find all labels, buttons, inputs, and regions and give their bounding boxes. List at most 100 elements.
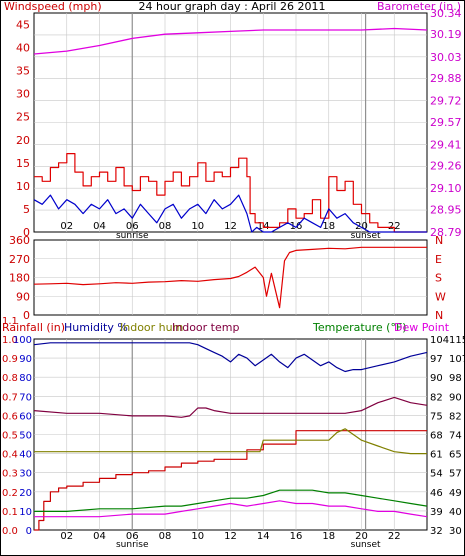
temperature-tick-label: 75 bbox=[430, 411, 443, 422]
windspeed-tick-label: 10 bbox=[16, 180, 30, 193]
hour-tick-label: 22 bbox=[388, 221, 401, 232]
dew_point-series-line bbox=[34, 500, 428, 518]
hour-tick-label: 20 bbox=[355, 531, 368, 542]
temperature-axis-title: Temperature (°F) bbox=[312, 321, 407, 334]
compass-point-label: E bbox=[435, 253, 442, 266]
degree-ticks: 0 90 180 270 360 bbox=[9, 234, 30, 322]
temperature-tick-label: 61 bbox=[430, 450, 443, 461]
sunset-label: sunset bbox=[351, 231, 381, 241]
temperature-tick-label: 65 bbox=[449, 450, 462, 461]
barometer-tick-label: 30.03 bbox=[430, 51, 462, 64]
series-lines bbox=[33, 246, 427, 309]
humidity-tick-label: 80 bbox=[19, 373, 32, 384]
hour-tick-label: 14 bbox=[257, 531, 270, 542]
temperature-tick-label: 54 bbox=[430, 469, 443, 480]
barometer-tick-label: 28.79 bbox=[430, 226, 462, 239]
hour-tick-label: 10 bbox=[191, 221, 204, 232]
sunrise-label: sunrise bbox=[116, 231, 149, 241]
temperature-series-line bbox=[34, 489, 428, 512]
wind-barometer-panel: Windspeed (mph) 24 hour graph day : Apri… bbox=[4, 0, 462, 241]
humidity-tick-label: 100 bbox=[13, 335, 32, 346]
temperature-tick-label: 49 bbox=[449, 488, 462, 499]
humidity-axis-title: Humidity % bbox=[64, 321, 128, 334]
temperature-humidity-rain-panel: Rainfall (in) Humidity % Indoor hum Indo… bbox=[2, 316, 465, 550]
gridlines bbox=[34, 339, 427, 530]
series-lines bbox=[33, 342, 428, 531]
temperature-tick-label: 46 bbox=[430, 488, 443, 499]
humidity-tick-label: 30 bbox=[19, 469, 32, 480]
series-lines bbox=[33, 27, 428, 233]
rainfall-tick-label: 0.2 bbox=[2, 488, 18, 499]
barometer-tick-label: 29.10 bbox=[430, 182, 462, 195]
temperature-tick-label: 82 bbox=[430, 392, 443, 403]
gust-series-line bbox=[34, 153, 427, 233]
dew-point-axis-title: Dew Point bbox=[394, 321, 450, 334]
hour-tick-label: 18 bbox=[322, 531, 335, 542]
rainfall-tick-label: 0.9 bbox=[2, 354, 18, 365]
hour-tick-label: 12 bbox=[224, 531, 237, 542]
baro-series-line bbox=[33, 27, 428, 55]
temperature-tick-label: 68 bbox=[430, 431, 443, 442]
barometer-tick-label: 29.88 bbox=[430, 72, 462, 85]
rainfall-tick-label: 0.6 bbox=[2, 411, 18, 422]
windspeed-tick-label: 35 bbox=[16, 65, 30, 78]
hour-tick-label: 08 bbox=[159, 221, 172, 232]
humidity-tick-label: 0 bbox=[26, 526, 32, 537]
humidity-tick-label: 90 bbox=[19, 354, 32, 365]
barometer-tick-label: 29.57 bbox=[430, 116, 462, 129]
windspeed-tick-label: 40 bbox=[16, 42, 30, 55]
barometer-ticks: 28.79 28.95 29.10 29.26 29.41 29.57 29.72 29.88… bbox=[430, 7, 462, 239]
rain-humidity-ticks: 0.0 0.1 0.2 0.3 0.4 0.5 0.6 0.7 0.8 0.9 1.0 1.1 0 10 2… bbox=[2, 316, 32, 537]
barometer-axis-title: Barometer (in.) bbox=[377, 0, 461, 13]
temperature-tick-label: 39 bbox=[430, 507, 443, 518]
temperature-ticks: 32 39 46 54 61 68 75 82 90 97 104 30 40 49 57 65 74 82 90 9… bbox=[430, 335, 465, 537]
rainfall-tick-label: 0.1 bbox=[2, 507, 18, 518]
sunset-label: sunset bbox=[351, 540, 381, 550]
windspeed-tick-label: 45 bbox=[16, 19, 30, 32]
indoor_temp-series-line bbox=[33, 396, 428, 418]
humidity-series-line bbox=[33, 342, 428, 373]
indoor_hum-series-line bbox=[34, 428, 427, 455]
temperature-tick-label: 104 bbox=[430, 335, 449, 346]
indoor-temp-axis-title: Indoor temp bbox=[172, 321, 239, 334]
hour-tick-label: 20 bbox=[355, 221, 368, 232]
barometer-tick-label: 30.34 bbox=[430, 7, 462, 20]
rainfall-tick-label: 0.5 bbox=[2, 431, 18, 442]
temperature-tick-label: 32 bbox=[430, 526, 443, 537]
hour-tick-label: 04 bbox=[93, 531, 106, 542]
humidity-tick-label: 70 bbox=[19, 392, 32, 403]
direction-degree-label: 360 bbox=[9, 234, 30, 247]
temperature-tick-label: 90 bbox=[449, 392, 462, 403]
hour-tick-label: 12 bbox=[224, 221, 237, 232]
rainfall-tick-label: 0.3 bbox=[2, 469, 18, 480]
hour-tick-label: 02 bbox=[60, 221, 73, 232]
temperature-tick-label: 82 bbox=[449, 411, 462, 422]
hour-tick-label: 18 bbox=[322, 221, 335, 232]
windspeed-axis-title: Windspeed (mph) bbox=[4, 0, 102, 13]
windspeed-tick-label: 20 bbox=[16, 134, 30, 147]
gridlines bbox=[34, 13, 427, 232]
temperature-tick-label: 97 bbox=[430, 354, 443, 365]
hour-ticks: 02 04 06 08 10 12 14 16 18 20 22 sunrise sunset bbox=[60, 531, 400, 550]
rainfall-tick-label: 1.0 bbox=[2, 335, 18, 346]
temperature-tick-label: 90 bbox=[430, 373, 443, 384]
rainfall-tick-label: 0.4 bbox=[2, 450, 18, 461]
windspeed-tick-label: 25 bbox=[16, 111, 30, 124]
temperature-tick-label: 115 bbox=[449, 335, 465, 346]
humidity-tick-label: 10 bbox=[19, 507, 32, 518]
windspeed-tick-label: 15 bbox=[16, 157, 30, 170]
rainfall-tick-label: 0.0 bbox=[2, 526, 18, 537]
barometer-tick-label: 29.41 bbox=[430, 138, 462, 151]
rainfall-tick-label: 1.1 bbox=[2, 316, 18, 327]
rainfall-tick-label: 0.8 bbox=[2, 373, 18, 384]
barometer-tick-label: 29.26 bbox=[430, 160, 462, 173]
barometer-tick-label: 29.72 bbox=[430, 95, 462, 108]
chart-title: 24 hour graph day : April 26 2011 bbox=[139, 0, 326, 13]
compass-point-label: W bbox=[435, 290, 446, 303]
direction-degree-label: 0 bbox=[23, 309, 30, 322]
indoor-hum-axis-title: Indoor hum bbox=[120, 321, 183, 334]
hour-tick-label: 02 bbox=[60, 531, 73, 542]
direction-degree-label: 90 bbox=[16, 290, 30, 303]
